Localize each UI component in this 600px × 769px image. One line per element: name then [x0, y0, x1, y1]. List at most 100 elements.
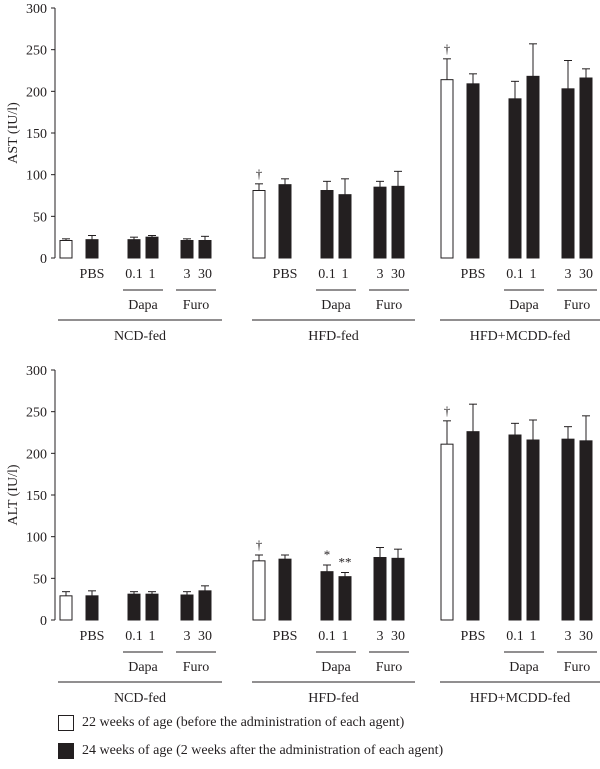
- y-tick-label: 0: [40, 252, 47, 267]
- group-label: HFD+MCDD-fed: [470, 329, 570, 344]
- group-label: HFD-fed: [308, 329, 359, 344]
- subgroup-label: Dapa: [509, 660, 539, 675]
- bar: [526, 75, 540, 259]
- legend-label-24w: 24 weeks of age (2 weeks after the admin…: [82, 743, 444, 758]
- y-tick-label: 0: [40, 614, 47, 629]
- bar: [391, 185, 405, 259]
- x-tick-label: 1: [342, 267, 349, 282]
- legend-item-24w: 24 weeks of age (2 weeks after the admin…: [58, 743, 443, 759]
- x-tick-label: 0.1: [506, 267, 524, 282]
- x-tick-label: 30: [198, 267, 212, 282]
- significance-mark: †: [256, 166, 263, 181]
- legend-item-22w: 22 weeks of age (before the administrati…: [58, 715, 404, 731]
- bar: [145, 593, 159, 621]
- x-tick-label: 30: [391, 629, 405, 644]
- bar: [278, 558, 292, 621]
- bar: [373, 186, 387, 259]
- bar: [180, 240, 194, 259]
- x-tick-label: 1: [149, 629, 156, 644]
- x-tick-label: 3: [377, 629, 384, 644]
- bar: [198, 590, 212, 621]
- x-tick-label: 0.1: [506, 629, 524, 644]
- x-tick-label: PBS: [273, 629, 298, 644]
- y-tick-label: 100: [26, 531, 47, 546]
- bar: [180, 594, 194, 621]
- x-tick-label: 30: [198, 629, 212, 644]
- x-tick-label: 0.1: [318, 267, 336, 282]
- y-tick-label: 150: [26, 489, 47, 504]
- x-tick-label: PBS: [80, 629, 105, 644]
- bar: [373, 557, 387, 621]
- subgroup-label: Dapa: [128, 660, 158, 675]
- significance-mark: **: [339, 555, 352, 570]
- y-tick-label: 50: [33, 210, 47, 225]
- bar: [252, 190, 266, 259]
- subgroup-label: Dapa: [321, 298, 351, 313]
- bar: [440, 443, 454, 621]
- significance-mark: †: [444, 403, 451, 418]
- x-tick-label: PBS: [461, 267, 486, 282]
- bar: [252, 560, 266, 621]
- x-tick-label: 1: [530, 267, 537, 282]
- bar: [508, 98, 522, 259]
- x-tick-label: 3: [565, 629, 572, 644]
- group-label: NCD-fed: [114, 691, 166, 706]
- bar: [278, 184, 292, 259]
- bar: [561, 438, 575, 621]
- significance-mark: †: [256, 537, 263, 552]
- bar: [59, 595, 73, 621]
- x-tick-label: 3: [184, 267, 191, 282]
- bar: [145, 236, 159, 259]
- bar: [466, 83, 480, 259]
- x-tick-label: 0.1: [125, 267, 143, 282]
- y-tick-label: 100: [26, 169, 47, 184]
- y-tick-label: 200: [26, 447, 47, 462]
- bar: [466, 431, 480, 621]
- subgroup-label: Furo: [183, 298, 209, 313]
- x-tick-label: 3: [184, 629, 191, 644]
- x-tick-label: 0.1: [125, 629, 143, 644]
- y-tick-label: 300: [26, 364, 47, 379]
- subgroup-label: Furo: [564, 298, 590, 313]
- x-tick-label: 0.1: [318, 629, 336, 644]
- bar: [338, 194, 352, 259]
- y-tick-label: 250: [26, 44, 47, 59]
- bar: [85, 239, 99, 259]
- y-tick-label: 150: [26, 127, 47, 142]
- legend-label-22w: 22 weeks of age (before the administrati…: [82, 715, 405, 730]
- x-tick-label: PBS: [80, 267, 105, 282]
- bar: [561, 88, 575, 259]
- subgroup-label: Dapa: [509, 298, 539, 313]
- x-tick-label: 30: [579, 629, 593, 644]
- bar: [579, 77, 593, 259]
- x-tick-label: 3: [565, 267, 572, 282]
- x-tick-label: 30: [579, 267, 593, 282]
- subgroup-label: Dapa: [128, 298, 158, 313]
- bar: [338, 576, 352, 621]
- bar: [391, 557, 405, 621]
- y-tick-label: 200: [26, 85, 47, 100]
- bar: [198, 240, 212, 259]
- legend-swatch-open: [58, 715, 74, 731]
- x-tick-label: 1: [149, 267, 156, 282]
- subgroup-label: Furo: [183, 660, 209, 675]
- bar: [127, 593, 141, 621]
- x-tick-label: PBS: [273, 267, 298, 282]
- significance-mark: †: [444, 41, 451, 56]
- group-label: NCD-fed: [114, 329, 166, 344]
- y-tick-label: 250: [26, 406, 47, 421]
- bar: [320, 190, 334, 259]
- subgroup-label: Dapa: [321, 660, 351, 675]
- bar: [59, 240, 73, 259]
- x-tick-label: PBS: [461, 629, 486, 644]
- x-tick-label: 3: [377, 267, 384, 282]
- x-tick-label: 30: [391, 267, 405, 282]
- subgroup-label: Furo: [376, 298, 402, 313]
- legend-swatch-filled: [58, 743, 74, 759]
- y-axis-label: AST (IU/l): [6, 102, 21, 164]
- y-tick-label: 300: [26, 2, 47, 17]
- bar: [579, 440, 593, 621]
- bar: [440, 79, 454, 259]
- y-axis-label: ALT (IU/l): [6, 464, 21, 525]
